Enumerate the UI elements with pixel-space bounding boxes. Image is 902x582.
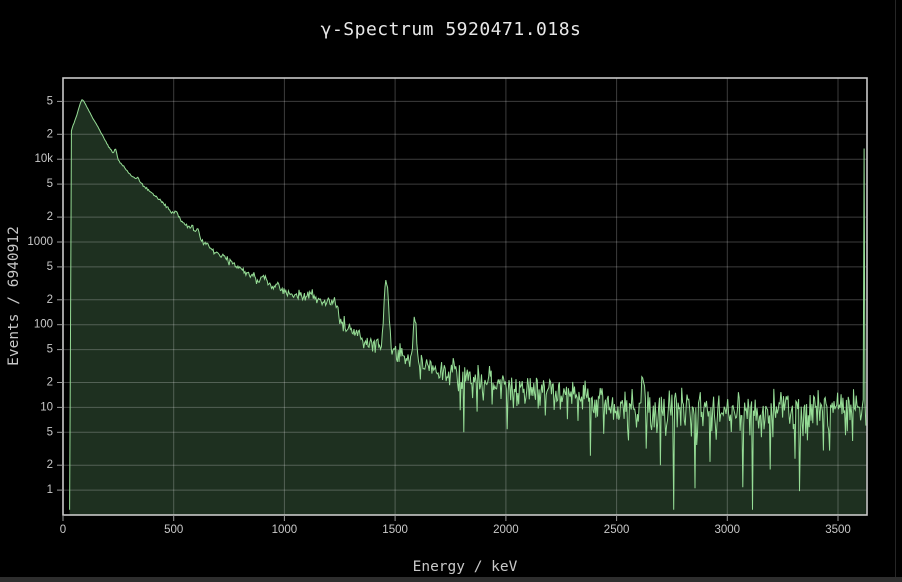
y-tick-label: 2 [47, 128, 53, 140]
y-tick-label: 2 [47, 459, 53, 471]
x-axis-title: Energy / keV [412, 559, 518, 575]
y-tick-label: 2 [47, 294, 53, 306]
scrollbar-track-line[interactable] [895, 0, 896, 577]
y-tick-label: 5 [47, 261, 53, 273]
spectrum-line [69, 98, 867, 510]
plot-border [62, 77, 868, 516]
tick-labels: 1 2 5 10 2 5 100 2 5 1000 2 5 10k 2 5 0 500 1000 1500 2000 2… [27, 95, 850, 536]
y-tick-label: 5 [47, 95, 53, 107]
spectrum-area-fill [69, 99, 866, 515]
chart-title: γ-Spectrum 5920471.018s [320, 19, 582, 40]
y-tick-label: 100 [34, 319, 53, 331]
x-tick-label: 1000 [272, 524, 298, 536]
y-tick-label: 5 [47, 178, 53, 190]
y-tick-label: 1 [47, 484, 53, 496]
y-tick-label: 1000 [27, 236, 53, 248]
y-tick-label: 5 [47, 426, 53, 438]
y-tick-label: 10k [34, 153, 53, 165]
x-tick-label: 3000 [715, 524, 741, 536]
grid-layer [63, 78, 867, 515]
x-tick-label: 1500 [382, 524, 408, 536]
window-edge-strip [0, 577, 902, 582]
tick-marks [57, 100, 839, 521]
x-tick-label: 2500 [604, 524, 630, 536]
x-tick-label: 3500 [825, 524, 851, 536]
y-tick-label: 5 [47, 344, 53, 356]
x-tick-label: 500 [164, 524, 183, 536]
x-tick-label: 2000 [493, 524, 519, 536]
y-tick-label: 2 [47, 211, 53, 223]
x-tick-label: 0 [60, 524, 66, 536]
y-tick-label: 10 [40, 401, 53, 413]
y-tick-label: 2 [47, 377, 53, 389]
